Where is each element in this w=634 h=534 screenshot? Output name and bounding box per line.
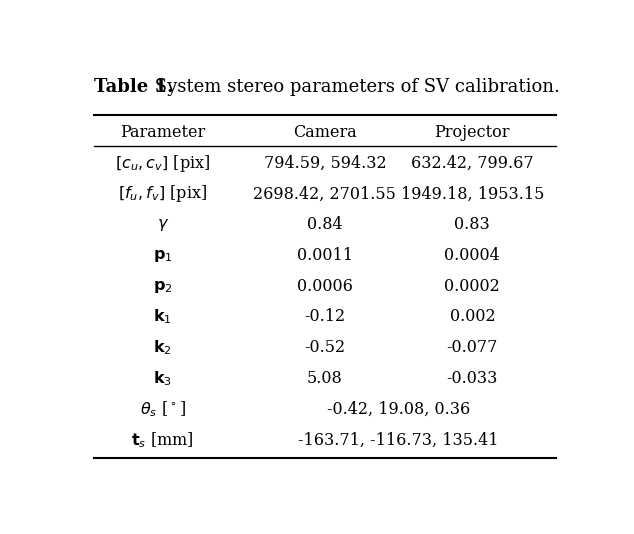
Text: Parameter: Parameter — [120, 124, 205, 141]
Text: Table 1.: Table 1. — [94, 78, 173, 97]
Text: $\gamma$: $\gamma$ — [157, 216, 169, 233]
Text: 0.83: 0.83 — [455, 216, 490, 233]
Text: $\theta_s$ [$^\circ$]: $\theta_s$ [$^\circ$] — [139, 399, 186, 419]
Text: $\mathbf{p}_2$: $\mathbf{p}_2$ — [153, 278, 172, 295]
Text: $\mathbf{k}_3$: $\mathbf{k}_3$ — [153, 369, 172, 388]
Text: $[c_u,c_v]$ [pix]: $[c_u,c_v]$ [pix] — [115, 153, 210, 174]
Text: Projector: Projector — [434, 124, 510, 141]
Text: -0.077: -0.077 — [446, 339, 498, 356]
Text: $[f_u,f_v]$ [pix]: $[f_u,f_v]$ [pix] — [118, 183, 207, 205]
Text: 0.0006: 0.0006 — [297, 278, 353, 295]
Text: -0.42, 19.08, 0.36: -0.42, 19.08, 0.36 — [327, 400, 470, 418]
Text: -163.71, -116.73, 135.41: -163.71, -116.73, 135.41 — [299, 431, 499, 449]
Text: 5.08: 5.08 — [307, 370, 343, 387]
Text: 0.84: 0.84 — [307, 216, 343, 233]
Text: 0.0004: 0.0004 — [444, 247, 500, 264]
Text: $\mathbf{p}_1$: $\mathbf{p}_1$ — [153, 247, 172, 264]
Text: -0.52: -0.52 — [304, 339, 346, 356]
Text: -0.033: -0.033 — [446, 370, 498, 387]
Text: 2698.42, 2701.55: 2698.42, 2701.55 — [254, 185, 396, 202]
Text: System stereo parameters of SV calibration.: System stereo parameters of SV calibrati… — [149, 78, 560, 97]
Text: 0.0002: 0.0002 — [444, 278, 500, 295]
Text: 0.002: 0.002 — [450, 308, 495, 325]
Text: 794.59, 594.32: 794.59, 594.32 — [264, 155, 386, 171]
Text: -0.12: -0.12 — [304, 308, 346, 325]
Text: $\mathbf{t}_s$ [mm]: $\mathbf{t}_s$ [mm] — [131, 430, 194, 450]
Text: 1949.18, 1953.15: 1949.18, 1953.15 — [401, 185, 544, 202]
Text: $\mathbf{k}_1$: $\mathbf{k}_1$ — [153, 308, 172, 326]
Text: $\mathbf{k}_2$: $\mathbf{k}_2$ — [153, 338, 172, 357]
Text: Camera: Camera — [293, 124, 357, 141]
Text: 632.42, 799.67: 632.42, 799.67 — [411, 155, 534, 171]
Text: 0.0011: 0.0011 — [297, 247, 353, 264]
